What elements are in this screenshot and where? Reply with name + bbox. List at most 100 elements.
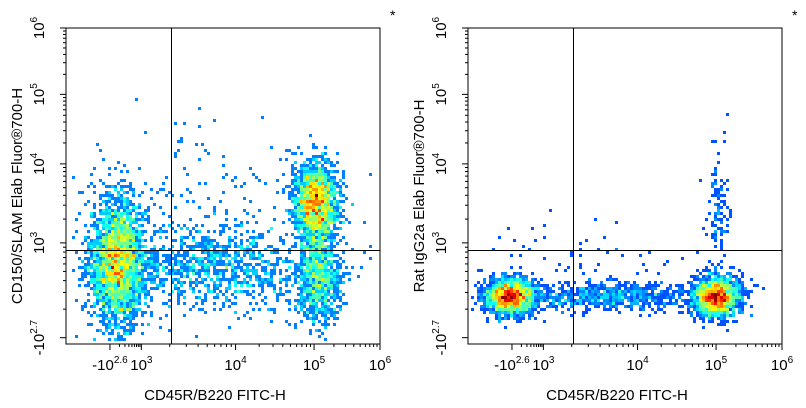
event-bin [312, 200, 315, 203]
event-bin [141, 281, 144, 284]
event-bin [513, 317, 516, 320]
event-bin [138, 281, 141, 284]
event-bin [318, 191, 321, 194]
event-bin [156, 230, 159, 233]
event-bin [723, 299, 726, 302]
event-bin [300, 203, 303, 206]
event-bin [519, 275, 522, 278]
event-bin [132, 314, 135, 317]
event-bin [288, 248, 291, 251]
event-bin [675, 302, 678, 305]
event-bin [105, 311, 108, 314]
event-bin [510, 290, 513, 293]
event-bin [483, 305, 486, 308]
event-bin [513, 293, 516, 296]
event-bin [213, 254, 216, 257]
x-tick-label: 103 [532, 355, 555, 374]
event-bin [183, 257, 186, 260]
event-bin [102, 317, 105, 320]
event-bin [102, 290, 105, 293]
event-bin [204, 284, 207, 287]
event-bin [297, 179, 300, 182]
event-bin [588, 284, 591, 287]
event-bin [297, 200, 300, 203]
event-bin [495, 290, 498, 293]
event-bin [156, 269, 159, 272]
event-bin [132, 221, 135, 224]
event-bin [117, 236, 120, 239]
event-bin [129, 221, 132, 224]
event-bin [522, 308, 525, 311]
event-bin [513, 299, 516, 302]
event-bin [126, 296, 129, 299]
event-bin [180, 281, 183, 284]
event-bin [516, 314, 519, 317]
event-bin [327, 245, 330, 248]
event-bin [480, 290, 483, 293]
event-bin [114, 299, 117, 302]
event-bin [282, 221, 285, 224]
event-bin [153, 275, 156, 278]
event-bin [123, 332, 126, 335]
event-bin [330, 251, 333, 254]
event-bin [732, 275, 735, 278]
event-bin [84, 224, 87, 227]
event-bin [726, 188, 729, 191]
event-bin [234, 236, 237, 239]
event-bin [561, 284, 564, 287]
event-bin [87, 230, 90, 233]
event-bin [699, 293, 702, 296]
event-bin [333, 176, 336, 179]
event-bin [312, 323, 315, 326]
event-bin [174, 260, 177, 263]
event-bin [711, 314, 714, 317]
event-bin [549, 302, 552, 305]
event-bin [111, 293, 114, 296]
event-bin [312, 158, 315, 161]
event-bin [639, 287, 642, 290]
event-bin [234, 269, 237, 272]
event-bin [321, 290, 324, 293]
event-bin [693, 278, 696, 281]
event-bin [645, 299, 648, 302]
event-bin [168, 263, 171, 266]
event-bin [174, 239, 177, 242]
y-tick-exponent: 2.7 [431, 319, 442, 333]
event-bin [108, 290, 111, 293]
event-bin [300, 173, 303, 176]
event-bin [732, 296, 735, 299]
event-bin [495, 305, 498, 308]
event-bin [276, 299, 279, 302]
event-bin [300, 200, 303, 203]
event-bin [306, 170, 309, 173]
event-bin [738, 293, 741, 296]
event-bin [147, 215, 150, 218]
event-bin [312, 224, 315, 227]
event-bin [93, 293, 96, 296]
event-bin [690, 284, 693, 287]
event-bin [300, 176, 303, 179]
event-bin [117, 305, 120, 308]
event-bin [141, 215, 144, 218]
event-bin [222, 302, 225, 305]
event-bin [333, 260, 336, 263]
event-bin [747, 293, 750, 296]
event-bin [321, 323, 324, 326]
event-bin [129, 293, 132, 296]
event-bin [297, 212, 300, 215]
event-bin [84, 272, 87, 275]
event-bin [309, 317, 312, 320]
event-bin [216, 263, 219, 266]
event-bin [477, 281, 480, 284]
event-bin [477, 287, 480, 290]
event-bin [258, 254, 261, 257]
event-bin [117, 296, 120, 299]
event-bin [630, 293, 633, 296]
event-bin [114, 314, 117, 317]
event-bin [714, 299, 717, 302]
event-bin [495, 299, 498, 302]
event-bin [300, 320, 303, 323]
event-bin [633, 299, 636, 302]
event-bin [588, 308, 591, 311]
event-bin [162, 224, 165, 227]
